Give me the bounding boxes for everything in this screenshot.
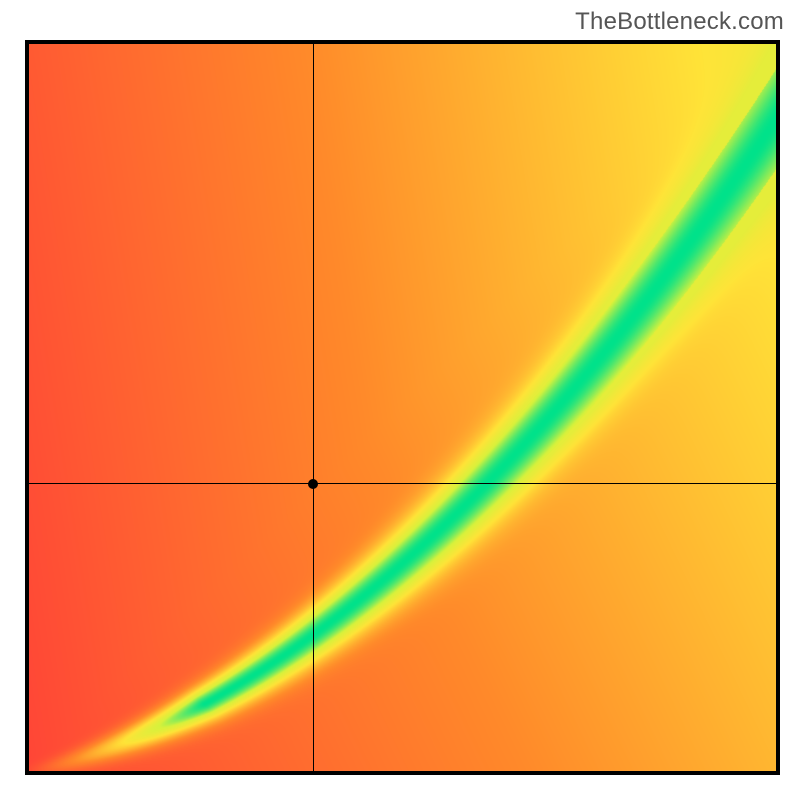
crosshair-vertical <box>313 40 314 775</box>
plot-area <box>25 40 780 775</box>
heatmap-canvas <box>25 40 780 775</box>
crosshair-marker <box>308 479 318 489</box>
watermark-text: TheBottleneck.com <box>575 8 784 36</box>
crosshair-horizontal <box>25 483 780 484</box>
figure-container: TheBottleneck.com <box>0 0 800 800</box>
